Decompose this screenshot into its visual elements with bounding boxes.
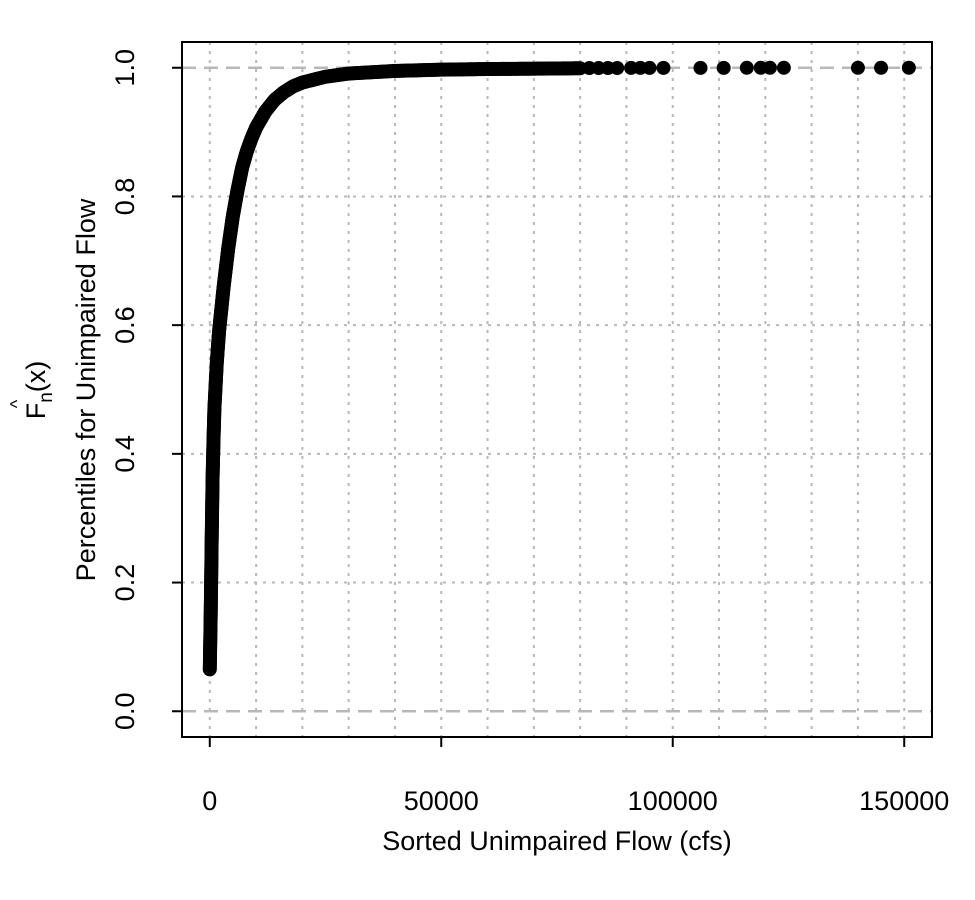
y-tick-label: 0.8: [110, 178, 140, 216]
y-tick-label: 0.0: [110, 692, 140, 730]
reference-lines: [182, 66, 932, 713]
data-point: [656, 60, 671, 75]
y-tick-label: 0.4: [110, 435, 140, 473]
data-point: [762, 60, 777, 75]
fn-label-base: F: [21, 403, 51, 420]
data-point: [850, 60, 865, 75]
y-tick-label: 0.6: [110, 306, 140, 344]
data-points: [202, 60, 916, 677]
data-point: [716, 60, 731, 75]
x-tick-label: 150000: [859, 786, 949, 816]
fn-label-subscript: n: [36, 392, 57, 403]
data-point: [642, 60, 657, 75]
grid-layer: [182, 42, 932, 737]
fn-label-suffix: (x): [21, 361, 51, 392]
y-axis-title: Percentiles for Unimpaired Flow: [71, 198, 101, 581]
data-point: [901, 60, 916, 75]
data-point: [610, 61, 625, 75]
y-tick-label: 0.2: [110, 564, 140, 602]
x-axis: 0 50000 100000 150000: [202, 737, 949, 816]
data-point: [739, 60, 754, 75]
plot-frame: [181, 41, 933, 738]
x-tick-label: 0: [202, 786, 217, 816]
fn-label-group: Fn(x) ^: [7, 361, 57, 420]
fn-label-hat: ^: [7, 399, 27, 408]
data-point: [874, 60, 889, 75]
x-tick-label: 100000: [628, 786, 718, 816]
y-axis: 0.0 0.2 0.4 0.6 0.8 1.0: [110, 49, 182, 730]
x-tick-label: 50000: [404, 786, 479, 816]
data-point: [776, 60, 791, 75]
data-point: [693, 60, 708, 75]
y-axis-title-group: Percentiles for Unimpaired Flow: [71, 198, 101, 581]
x-axis-title: Sorted Unimpaired Flow (cfs): [382, 826, 732, 856]
y-tick-label: 1.0: [110, 49, 140, 87]
fn-label: Fn(x): [21, 361, 57, 420]
